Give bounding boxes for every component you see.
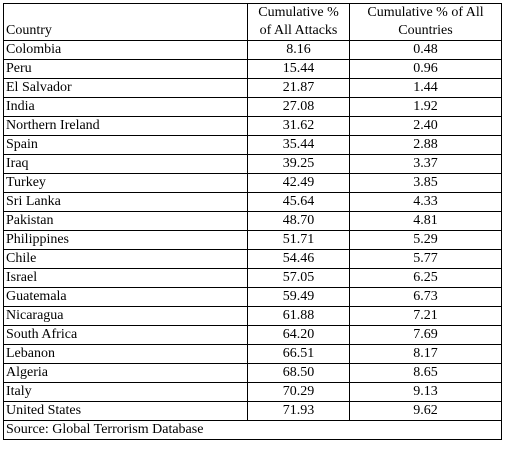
- attacks-cell: 42.49: [247, 173, 350, 193]
- country-cell: Italy: [3, 382, 248, 402]
- attacks-cell: 51.71: [247, 230, 350, 250]
- attacks-cell: 66.51: [247, 344, 350, 364]
- table-row: Sri Lanka 45.64 4.33: [3, 192, 502, 212]
- country-cell: Algeria: [3, 363, 248, 383]
- table-row: Peru 15.44 0.96: [3, 59, 502, 79]
- attacks-cell: 54.46: [247, 249, 350, 269]
- country-cell: Pakistan: [3, 211, 248, 231]
- header-countries-line2: Countries: [349, 22, 502, 41]
- table-row: Pakistan 48.70 4.81: [3, 211, 502, 231]
- table-row: Northern Ireland 31.62 2.40: [3, 116, 502, 136]
- attacks-cell: 71.93: [247, 401, 350, 421]
- country-cell: Iraq: [3, 154, 248, 174]
- countries-cell: 7.21: [349, 306, 502, 326]
- attacks-cell: 70.29: [247, 382, 350, 402]
- countries-cell: 0.48: [349, 40, 502, 60]
- country-cell: Sri Lanka: [3, 192, 248, 212]
- table-row: Philippines 51.71 5.29: [3, 230, 502, 250]
- attacks-cell: 31.62: [247, 116, 350, 136]
- table-row: El Salvador 21.87 1.44: [3, 78, 502, 98]
- table-row: Israel 57.05 6.25: [3, 268, 502, 288]
- attacks-cell: 64.20: [247, 325, 350, 345]
- attacks-cell: 57.05: [247, 268, 350, 288]
- country-cell: India: [3, 97, 248, 117]
- country-cell: Turkey: [3, 173, 248, 193]
- source-note: Source: Global Terrorism Database: [3, 420, 502, 440]
- table-row: United States 71.93 9.62: [3, 401, 502, 421]
- table-row: Turkey 42.49 3.85: [3, 173, 502, 193]
- header-country: Country: [3, 22, 248, 41]
- countries-cell: 0.96: [349, 59, 502, 79]
- table-row: Chile 54.46 5.77: [3, 249, 502, 269]
- country-cell: South Africa: [3, 325, 248, 345]
- countries-cell: 4.33: [349, 192, 502, 212]
- attacks-cell: 68.50: [247, 363, 350, 383]
- country-cell: El Salvador: [3, 78, 248, 98]
- country-cell: Lebanon: [3, 344, 248, 364]
- attacks-cell: 8.16: [247, 40, 350, 60]
- country-cell: Chile: [3, 249, 248, 269]
- countries-cell: 3.85: [349, 173, 502, 193]
- attacks-cell: 21.87: [247, 78, 350, 98]
- country-cell: Guatemala: [3, 287, 248, 307]
- table-row: Italy 70.29 9.13: [3, 382, 502, 402]
- country-cell: United States: [3, 401, 248, 421]
- table-row: Algeria 68.50 8.65: [3, 363, 502, 383]
- countries-cell: 1.92: [349, 97, 502, 117]
- countries-cell: 8.17: [349, 344, 502, 364]
- countries-cell: 8.65: [349, 363, 502, 383]
- attacks-cell: 45.64: [247, 192, 350, 212]
- countries-cell: 2.40: [349, 116, 502, 136]
- country-cell: Spain: [3, 135, 248, 155]
- country-cell: Nicaragua: [3, 306, 248, 326]
- header-countries-line1: Cumulative % of All: [349, 3, 502, 22]
- attacks-cell: 48.70: [247, 211, 350, 231]
- table-row: Lebanon 66.51 8.17: [3, 344, 502, 364]
- attacks-cell: 27.08: [247, 97, 350, 117]
- countries-cell: 6.73: [349, 287, 502, 307]
- header-row-top: Cumulative % Cumulative % of All: [3, 3, 502, 22]
- countries-cell: 5.77: [349, 249, 502, 269]
- countries-cell: 1.44: [349, 78, 502, 98]
- table-row: India 27.08 1.92: [3, 97, 502, 117]
- terrorism-cumulative-table: Cumulative % Cumulative % of All Country…: [3, 3, 502, 440]
- countries-cell: 4.81: [349, 211, 502, 231]
- header-attacks-line1: Cumulative %: [247, 3, 350, 22]
- country-cell: Philippines: [3, 230, 248, 250]
- source-row: Source: Global Terrorism Database: [3, 420, 502, 440]
- countries-cell: 7.69: [349, 325, 502, 345]
- table-body: Cumulative % Cumulative % of All Country…: [3, 3, 502, 440]
- header-attacks-line2: of All Attacks: [247, 22, 350, 41]
- country-cell: Colombia: [3, 40, 248, 60]
- country-cell: Israel: [3, 268, 248, 288]
- attacks-cell: 15.44: [247, 59, 350, 79]
- table-row: Colombia 8.16 0.48: [3, 40, 502, 60]
- header-country-spacer: [3, 3, 248, 22]
- table-row: Spain 35.44 2.88: [3, 135, 502, 155]
- countries-cell: 9.13: [349, 382, 502, 402]
- country-cell: Peru: [3, 59, 248, 79]
- header-row-bottom: Country of All Attacks Countries: [3, 22, 502, 41]
- table-row: Nicaragua 61.88 7.21: [3, 306, 502, 326]
- table-row: South Africa 64.20 7.69: [3, 325, 502, 345]
- attacks-cell: 59.49: [247, 287, 350, 307]
- countries-cell: 9.62: [349, 401, 502, 421]
- countries-cell: 2.88: [349, 135, 502, 155]
- attacks-cell: 61.88: [247, 306, 350, 326]
- table-row: Iraq 39.25 3.37: [3, 154, 502, 174]
- countries-cell: 3.37: [349, 154, 502, 174]
- attacks-cell: 35.44: [247, 135, 350, 155]
- table-row: Guatemala 59.49 6.73: [3, 287, 502, 307]
- attacks-cell: 39.25: [247, 154, 350, 174]
- country-cell: Northern Ireland: [3, 116, 248, 136]
- countries-cell: 5.29: [349, 230, 502, 250]
- countries-cell: 6.25: [349, 268, 502, 288]
